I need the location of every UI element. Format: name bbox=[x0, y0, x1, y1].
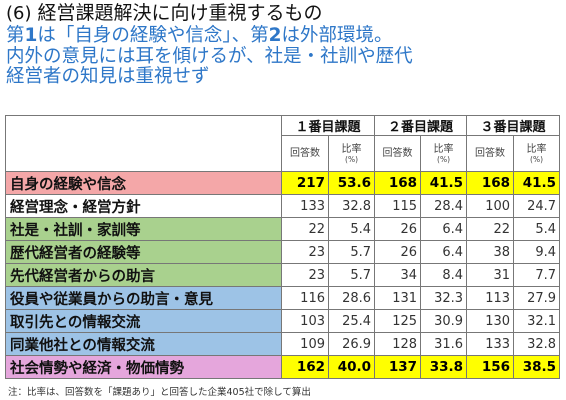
row-label: 先代経営者からの助言 bbox=[5, 263, 282, 287]
header-count: 回答数 bbox=[374, 135, 422, 172]
table-row: 同業他社との情報交流 109 26.9 128 31.6 133 32.8 bbox=[5, 332, 561, 356]
ratio-cell: 32.8 bbox=[327, 194, 376, 218]
count-cell: 156 bbox=[466, 355, 515, 379]
count-cell: 113 bbox=[466, 286, 515, 310]
table-row: 役員や従業員からの助言・意見 116 28.6 131 32.3 113 27.9 bbox=[5, 286, 561, 310]
headline-line-2: 内外の意見には耳を傾けるが、社是・社訓や歴代 bbox=[6, 45, 413, 67]
count-cell: 34 bbox=[374, 263, 422, 287]
header-ratio: 比率 (%) bbox=[327, 135, 376, 172]
count-cell: 115 bbox=[374, 194, 422, 218]
count-cell: 38 bbox=[466, 240, 515, 264]
count-cell: 133 bbox=[281, 194, 329, 218]
ratio-cell: 41.5 bbox=[420, 171, 468, 195]
header-ratio: 比率 (%) bbox=[420, 135, 468, 172]
table-row: 社会情勢や経済・物価情勢 162 40.0 137 33.8 156 38.5 bbox=[5, 355, 561, 379]
header-group-3: ３番目課題 bbox=[466, 115, 561, 136]
count-cell: 103 bbox=[281, 309, 329, 333]
header-group-2: ２番目課題 bbox=[374, 115, 468, 136]
headline: 第1は「自身の経験や信念」、第2は外部環境。 内外の意見には耳を傾けるが、社是・… bbox=[6, 25, 562, 88]
slide-title: (6) 経営課題解決に向け重視するもの bbox=[6, 2, 562, 25]
header-ratio: 比率 (%) bbox=[513, 135, 561, 172]
ratio-cell: 32.1 bbox=[513, 309, 561, 333]
count-cell: 116 bbox=[281, 286, 329, 310]
header-corner bbox=[5, 115, 282, 172]
headline-text: は外部環境。 bbox=[281, 25, 393, 46]
ratio-cell: 8.4 bbox=[420, 263, 468, 287]
table-row: 自身の経験や信念 217 53.6 168 41.5 168 41.5 bbox=[5, 171, 561, 195]
ratio-cell: 28.4 bbox=[420, 194, 468, 218]
count-cell: 22 bbox=[281, 217, 329, 241]
row-label: 社会情勢や経済・物価情勢 bbox=[5, 355, 282, 379]
headline-text: 第 bbox=[6, 25, 25, 46]
ratio-cell: 5.7 bbox=[327, 240, 376, 264]
headline-rank-2: 2 bbox=[268, 25, 282, 46]
ratio-cell: 6.4 bbox=[420, 217, 468, 241]
ratio-cell: 5.7 bbox=[327, 263, 376, 287]
row-label: 同業他社との情報交流 bbox=[5, 332, 282, 356]
count-cell: 130 bbox=[466, 309, 515, 333]
ratio-cell: 24.7 bbox=[513, 194, 561, 218]
count-cell: 128 bbox=[374, 332, 422, 356]
ratio-cell: 28.6 bbox=[327, 286, 376, 310]
row-label: 自身の経験や信念 bbox=[5, 171, 282, 195]
table-row: 歴代経営者の経験等 23 5.7 26 6.4 38 9.4 bbox=[5, 240, 561, 264]
ratio-cell: 5.4 bbox=[327, 217, 376, 241]
headline-line-3: 経営者の知見は重視せず bbox=[6, 66, 210, 87]
ratio-cell: 41.5 bbox=[513, 171, 561, 195]
count-cell: 133 bbox=[466, 332, 515, 356]
count-cell: 23 bbox=[281, 263, 329, 287]
ratio-cell: 27.9 bbox=[513, 286, 561, 310]
row-label: 取引先との情報交流 bbox=[5, 309, 282, 333]
table-row: 社是・社訓・家訓等 22 5.4 26 6.4 22 5.4 bbox=[5, 217, 561, 241]
ratio-cell: 7.7 bbox=[513, 263, 561, 287]
row-label: 歴代経営者の経験等 bbox=[5, 240, 282, 264]
table-row: 取引先との情報交流 103 25.4 125 30.9 130 32.1 bbox=[5, 309, 561, 333]
count-cell: 168 bbox=[374, 171, 422, 195]
count-cell: 162 bbox=[281, 355, 329, 379]
results-table: １番目課題 ２番目課題 ３番目課題 回答数 比率 (%) 回答数 比率 (%) 回答… bbox=[5, 115, 561, 379]
ratio-cell: 25.4 bbox=[327, 309, 376, 333]
count-cell: 31 bbox=[466, 263, 515, 287]
ratio-cell: 5.4 bbox=[513, 217, 561, 241]
ratio-cell: 40.0 bbox=[327, 355, 376, 379]
row-label: 社是・社訓・家訓等 bbox=[5, 217, 282, 241]
count-cell: 125 bbox=[374, 309, 422, 333]
title-number: (6) bbox=[6, 3, 32, 24]
count-cell: 217 bbox=[281, 171, 329, 195]
table-body: 自身の経験や信念 217 53.6 168 41.5 168 41.5 経営理念・経営方針 13… bbox=[5, 171, 561, 379]
ratio-cell: 26.9 bbox=[327, 332, 376, 356]
headline-text: は「自身の経験や信念」、第 bbox=[37, 25, 269, 46]
header-group-1: １番目課題 bbox=[280, 115, 376, 136]
row-label: 役員や従業員からの助言・意見 bbox=[5, 286, 282, 310]
row-label: 経営理念・経営方針 bbox=[5, 194, 282, 218]
ratio-cell: 9.4 bbox=[513, 240, 561, 264]
ratio-cell: 30.9 bbox=[420, 309, 468, 333]
ratio-cell: 53.6 bbox=[327, 171, 376, 195]
count-cell: 131 bbox=[374, 286, 422, 310]
ratio-cell: 38.5 bbox=[513, 355, 561, 379]
ratio-cell: 32.3 bbox=[420, 286, 468, 310]
ratio-cell: 33.8 bbox=[420, 355, 468, 379]
ratio-cell: 6.4 bbox=[420, 240, 468, 264]
header-count: 回答数 bbox=[281, 135, 329, 172]
count-cell: 23 bbox=[281, 240, 329, 264]
count-cell: 26 bbox=[374, 240, 422, 264]
headline-line-1: 第1は「自身の経験や信念」、第2は外部環境。 bbox=[6, 25, 562, 47]
footnote: 注：比率は、回答数を「課題あり」と回答した企業405社で除して算出 bbox=[8, 387, 311, 398]
header-count: 回答数 bbox=[466, 135, 515, 172]
ratio-cell: 32.8 bbox=[513, 332, 561, 356]
ratio-cell: 31.6 bbox=[420, 332, 468, 356]
headline-rank-1: 1 bbox=[24, 25, 38, 46]
count-cell: 137 bbox=[374, 355, 422, 379]
table-row: 経営理念・経営方針 133 32.8 115 28.4 100 24.7 bbox=[5, 194, 561, 218]
count-cell: 26 bbox=[374, 217, 422, 241]
count-cell: 109 bbox=[281, 332, 329, 356]
count-cell: 100 bbox=[466, 194, 515, 218]
table-row: 先代経営者からの助言 23 5.7 34 8.4 31 7.7 bbox=[5, 263, 561, 287]
count-cell: 168 bbox=[466, 171, 515, 195]
count-cell: 22 bbox=[466, 217, 515, 241]
title-text: 経営課題解決に向け重視するもの bbox=[37, 2, 323, 24]
